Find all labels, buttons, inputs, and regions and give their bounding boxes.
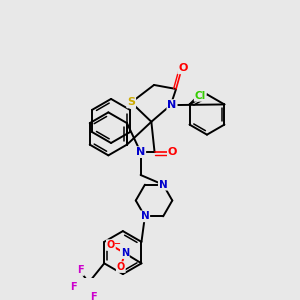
Text: N: N — [159, 180, 167, 190]
Text: F: F — [77, 265, 84, 275]
Text: −: − — [113, 239, 120, 248]
Text: N: N — [136, 147, 145, 157]
Text: F: F — [70, 282, 77, 292]
Text: S: S — [127, 98, 135, 107]
Text: O: O — [117, 262, 125, 272]
Text: N: N — [167, 100, 177, 110]
Text: N: N — [140, 211, 149, 221]
Text: O: O — [168, 147, 177, 157]
Text: O: O — [178, 63, 188, 73]
Text: F: F — [90, 292, 97, 300]
Text: O: O — [107, 240, 115, 250]
Text: N: N — [121, 248, 129, 258]
Text: Cl: Cl — [195, 91, 206, 101]
